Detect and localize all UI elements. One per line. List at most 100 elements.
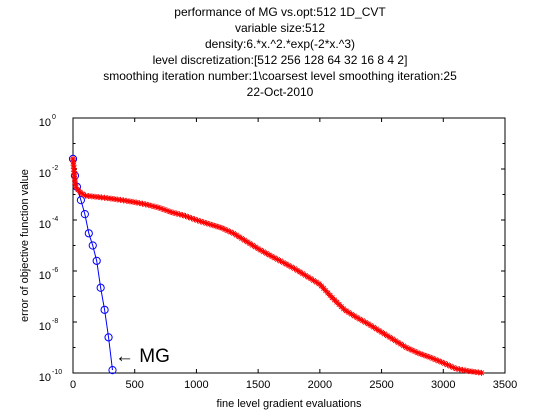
data-point [85, 193, 92, 200]
data-point [423, 353, 430, 360]
y-tick-base: 10 [39, 321, 51, 333]
data-point [233, 232, 240, 239]
data-point [230, 230, 237, 237]
data-point [444, 361, 451, 368]
data-point [218, 225, 225, 232]
x-tick-label: 0 [70, 379, 76, 391]
data-point [111, 196, 118, 203]
y-axis-label: error of objective function value [19, 169, 31, 322]
y-tick-label: 10 -2 [39, 165, 59, 180]
data-point [305, 274, 312, 281]
data-point [459, 366, 466, 373]
data-point [182, 213, 189, 220]
data-point [70, 162, 77, 169]
data-point [441, 360, 448, 367]
data-point [221, 226, 228, 233]
data-point [98, 194, 105, 201]
data-point [400, 342, 407, 349]
y-tick-base: 10 [39, 219, 51, 231]
data-point [120, 197, 127, 204]
data-point [84, 229, 93, 238]
data-point [327, 292, 334, 299]
y-tick-label: 10 -8 [39, 318, 59, 333]
data-point [370, 324, 377, 331]
data-point [188, 215, 195, 222]
data-point [79, 191, 86, 198]
data-point [329, 294, 336, 301]
data-point [299, 270, 306, 277]
data-point [336, 301, 343, 308]
data-point [406, 345, 413, 352]
data-point [170, 209, 177, 216]
data-point [136, 200, 143, 207]
series-line [72, 158, 113, 371]
data-point [280, 259, 287, 266]
data-point [155, 204, 162, 211]
data-point [108, 365, 117, 375]
data-point [409, 347, 416, 354]
y-tick-base: 10 [39, 270, 51, 282]
data-point [95, 194, 102, 201]
data-point [362, 319, 369, 326]
x-tick-label: 3500 [493, 379, 517, 391]
data-point [271, 254, 278, 261]
data-point [104, 333, 113, 342]
data-point [194, 217, 201, 224]
data-point [429, 355, 436, 362]
data-point [212, 223, 219, 230]
data-point [191, 216, 198, 223]
data-point [244, 238, 251, 245]
data-point [294, 267, 301, 274]
data-point [302, 272, 309, 279]
data-point [197, 218, 204, 225]
data-point [356, 316, 363, 323]
data-point [92, 193, 99, 200]
chart-title-line: performance of MG vs.opt:512 1D_CVT [174, 5, 386, 19]
chart-title-line: level discretization:[512 256 128 64 32 … [153, 53, 408, 67]
data-point [179, 212, 186, 219]
y-tick-base: 10 [39, 372, 51, 384]
data-point [71, 174, 78, 181]
data-point [126, 198, 133, 205]
data-point [114, 196, 121, 203]
data-point [359, 317, 366, 324]
data-point [414, 349, 421, 356]
data-point [310, 277, 317, 284]
data-point [315, 280, 322, 287]
data-point [209, 222, 216, 229]
y-tick-base: 10 [39, 117, 51, 129]
data-point [333, 299, 340, 306]
data-point [354, 314, 361, 321]
data-point [255, 245, 262, 252]
data-point [296, 268, 303, 275]
data-point [75, 186, 82, 193]
data-point [215, 224, 222, 231]
data-point [107, 195, 114, 202]
data-point [456, 366, 463, 373]
data-point [462, 367, 469, 374]
series-line [72, 158, 483, 374]
y-tick-exponent: -2 [52, 165, 58, 172]
data-point [351, 312, 358, 319]
data-point [96, 283, 105, 292]
y-tick-label: 10 -10 [39, 369, 62, 384]
chart-title-line: density:6.*x.^2.*exp(-2*x.^3) [205, 37, 355, 51]
data-point [100, 305, 109, 314]
chart-title: performance of MG vs.opt:512 1D_CVTvaria… [103, 5, 457, 99]
data-point [92, 256, 101, 265]
x-axis-label: fine level gradient evaluations [217, 398, 362, 410]
data-point [365, 320, 372, 327]
data-point [285, 262, 292, 269]
data-point [238, 235, 245, 242]
opt-series [70, 155, 485, 376]
y-tick-label: 10 0 [39, 114, 56, 129]
data-point [203, 220, 210, 227]
data-point [395, 339, 402, 346]
data-point [241, 237, 248, 244]
y-tick-exponent: -8 [52, 318, 58, 325]
x-tick-label: 2500 [369, 379, 393, 391]
x-tick-label: 500 [126, 379, 144, 391]
data-point [331, 296, 338, 303]
data-point [260, 248, 267, 255]
